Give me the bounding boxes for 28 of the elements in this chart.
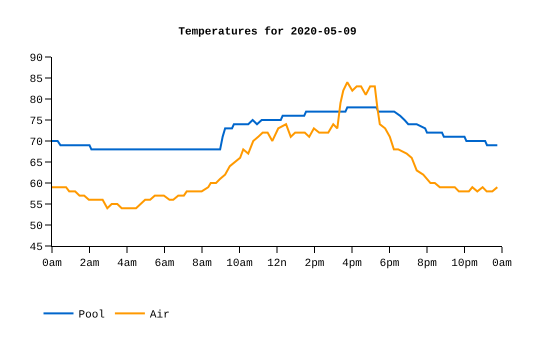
y-tick-label: 85 <box>30 74 43 86</box>
x-tick-label: 6pm <box>380 258 400 270</box>
line-series <box>52 106 498 150</box>
x-tick-label: 8pm <box>417 258 438 270</box>
x-tick-label: 2pm <box>304 258 325 270</box>
y-tick-label: 50 <box>30 220 43 233</box>
y-tick-label: 70 <box>30 136 43 149</box>
x-tick-label: 6am <box>154 258 175 270</box>
x-tick-label: 4am <box>117 258 138 270</box>
y-tick-label: 80 <box>30 94 43 107</box>
x-tick-label: 10am <box>226 258 254 270</box>
x-tick-label: 2am <box>80 258 100 270</box>
x-tick-label: 0am <box>492 258 512 270</box>
y-tick-label: 60 <box>30 178 43 191</box>
y-tick-label: 55 <box>30 200 43 212</box>
y-tick-label: 45 <box>30 242 43 254</box>
chart-title: Temperatures for 2020-05-09 <box>178 25 357 38</box>
x-tick-label: 0am <box>42 258 62 270</box>
y-tick-label: 65 <box>30 158 43 170</box>
y-tick-label: 75 <box>30 116 43 128</box>
x-tick-label: 8am <box>192 258 212 270</box>
legend-label: Pool <box>78 310 105 322</box>
legend-label: Air <box>150 310 170 322</box>
x-tick-label: 4pm <box>342 258 362 270</box>
y-tick-label: 90 <box>30 52 43 65</box>
line-series <box>52 81 498 210</box>
x-tick-label: 10pm <box>451 258 478 270</box>
x-tick-label: 12n <box>267 258 287 270</box>
